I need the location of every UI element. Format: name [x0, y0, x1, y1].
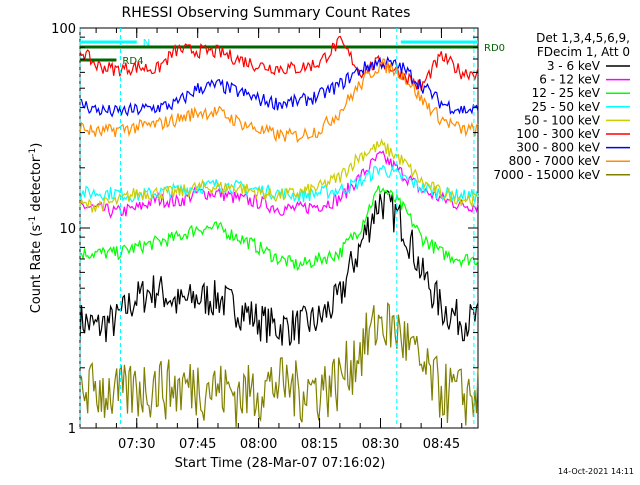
state-bar-label: RD0	[484, 43, 505, 54]
y-axis-label-sup: -1	[28, 148, 38, 157]
legend-label: 7000 - 15000 keV	[493, 168, 600, 182]
series-lines	[79, 35, 479, 428]
series-line	[79, 55, 479, 118]
y-tick-label: 1	[68, 422, 76, 437]
y-tick-label: 10	[59, 222, 76, 237]
series-line	[79, 190, 479, 346]
axis-ticks: 1 10 100 07:30 07:45 08:00 08:15 08:30 08:45	[51, 22, 478, 452]
legend-header: Det 1,3,4,5,6,9,	[536, 31, 630, 45]
series-line	[79, 301, 479, 428]
series-line	[79, 185, 479, 272]
x-tick-label: 08:30	[362, 437, 399, 452]
timestamp: 14-Oct-2021 14:11	[558, 467, 634, 476]
x-axis-label: Start Time (28-Mar-07 07:16:02)	[175, 456, 386, 471]
state-bar-label: N	[143, 38, 150, 49]
legend-label: 3 - 6 keV	[547, 59, 601, 73]
legend: Det 1,3,4,5,6,9, FDecim 1, Att 0 3 - 6 k…	[493, 31, 630, 182]
legend-label: 800 - 7000 keV	[509, 154, 601, 168]
series-line	[79, 137, 479, 213]
legend-label: 100 - 300 keV	[516, 127, 600, 141]
state-bars: N RD0 RD4	[79, 38, 505, 67]
x-tick-label: 07:45	[179, 437, 216, 452]
y-axis-label-part: detector	[29, 156, 44, 216]
y-axis-label-part: Count Rate (s	[29, 225, 44, 314]
series-line	[79, 58, 479, 144]
legend-label: 6 - 12 keV	[539, 73, 601, 87]
legend-label: 300 - 800 keV	[516, 141, 600, 155]
y-axis-label-part: )	[29, 143, 44, 148]
y-axis-label: Count Rate (s-1 detector-1)	[28, 143, 44, 314]
legend-label: 25 - 50 keV	[532, 100, 601, 114]
state-bar-label: RD4	[122, 56, 143, 67]
y-axis-label-sup: -1	[28, 216, 38, 225]
series-line	[79, 150, 479, 219]
legend-label: 50 - 100 keV	[524, 113, 601, 127]
x-tick-label: 08:45	[423, 437, 460, 452]
chart-title: RHESSI Observing Summary Count Rates	[122, 5, 411, 21]
legend-label: 12 - 25 keV	[532, 86, 601, 100]
series-line	[79, 164, 479, 205]
legend-header: FDecim 1, Att 0	[537, 45, 630, 59]
x-tick-label: 07:30	[118, 437, 155, 452]
x-tick-label: 08:15	[301, 437, 338, 452]
y-tick-label: 100	[51, 22, 76, 37]
x-tick-label: 08:00	[240, 437, 277, 452]
